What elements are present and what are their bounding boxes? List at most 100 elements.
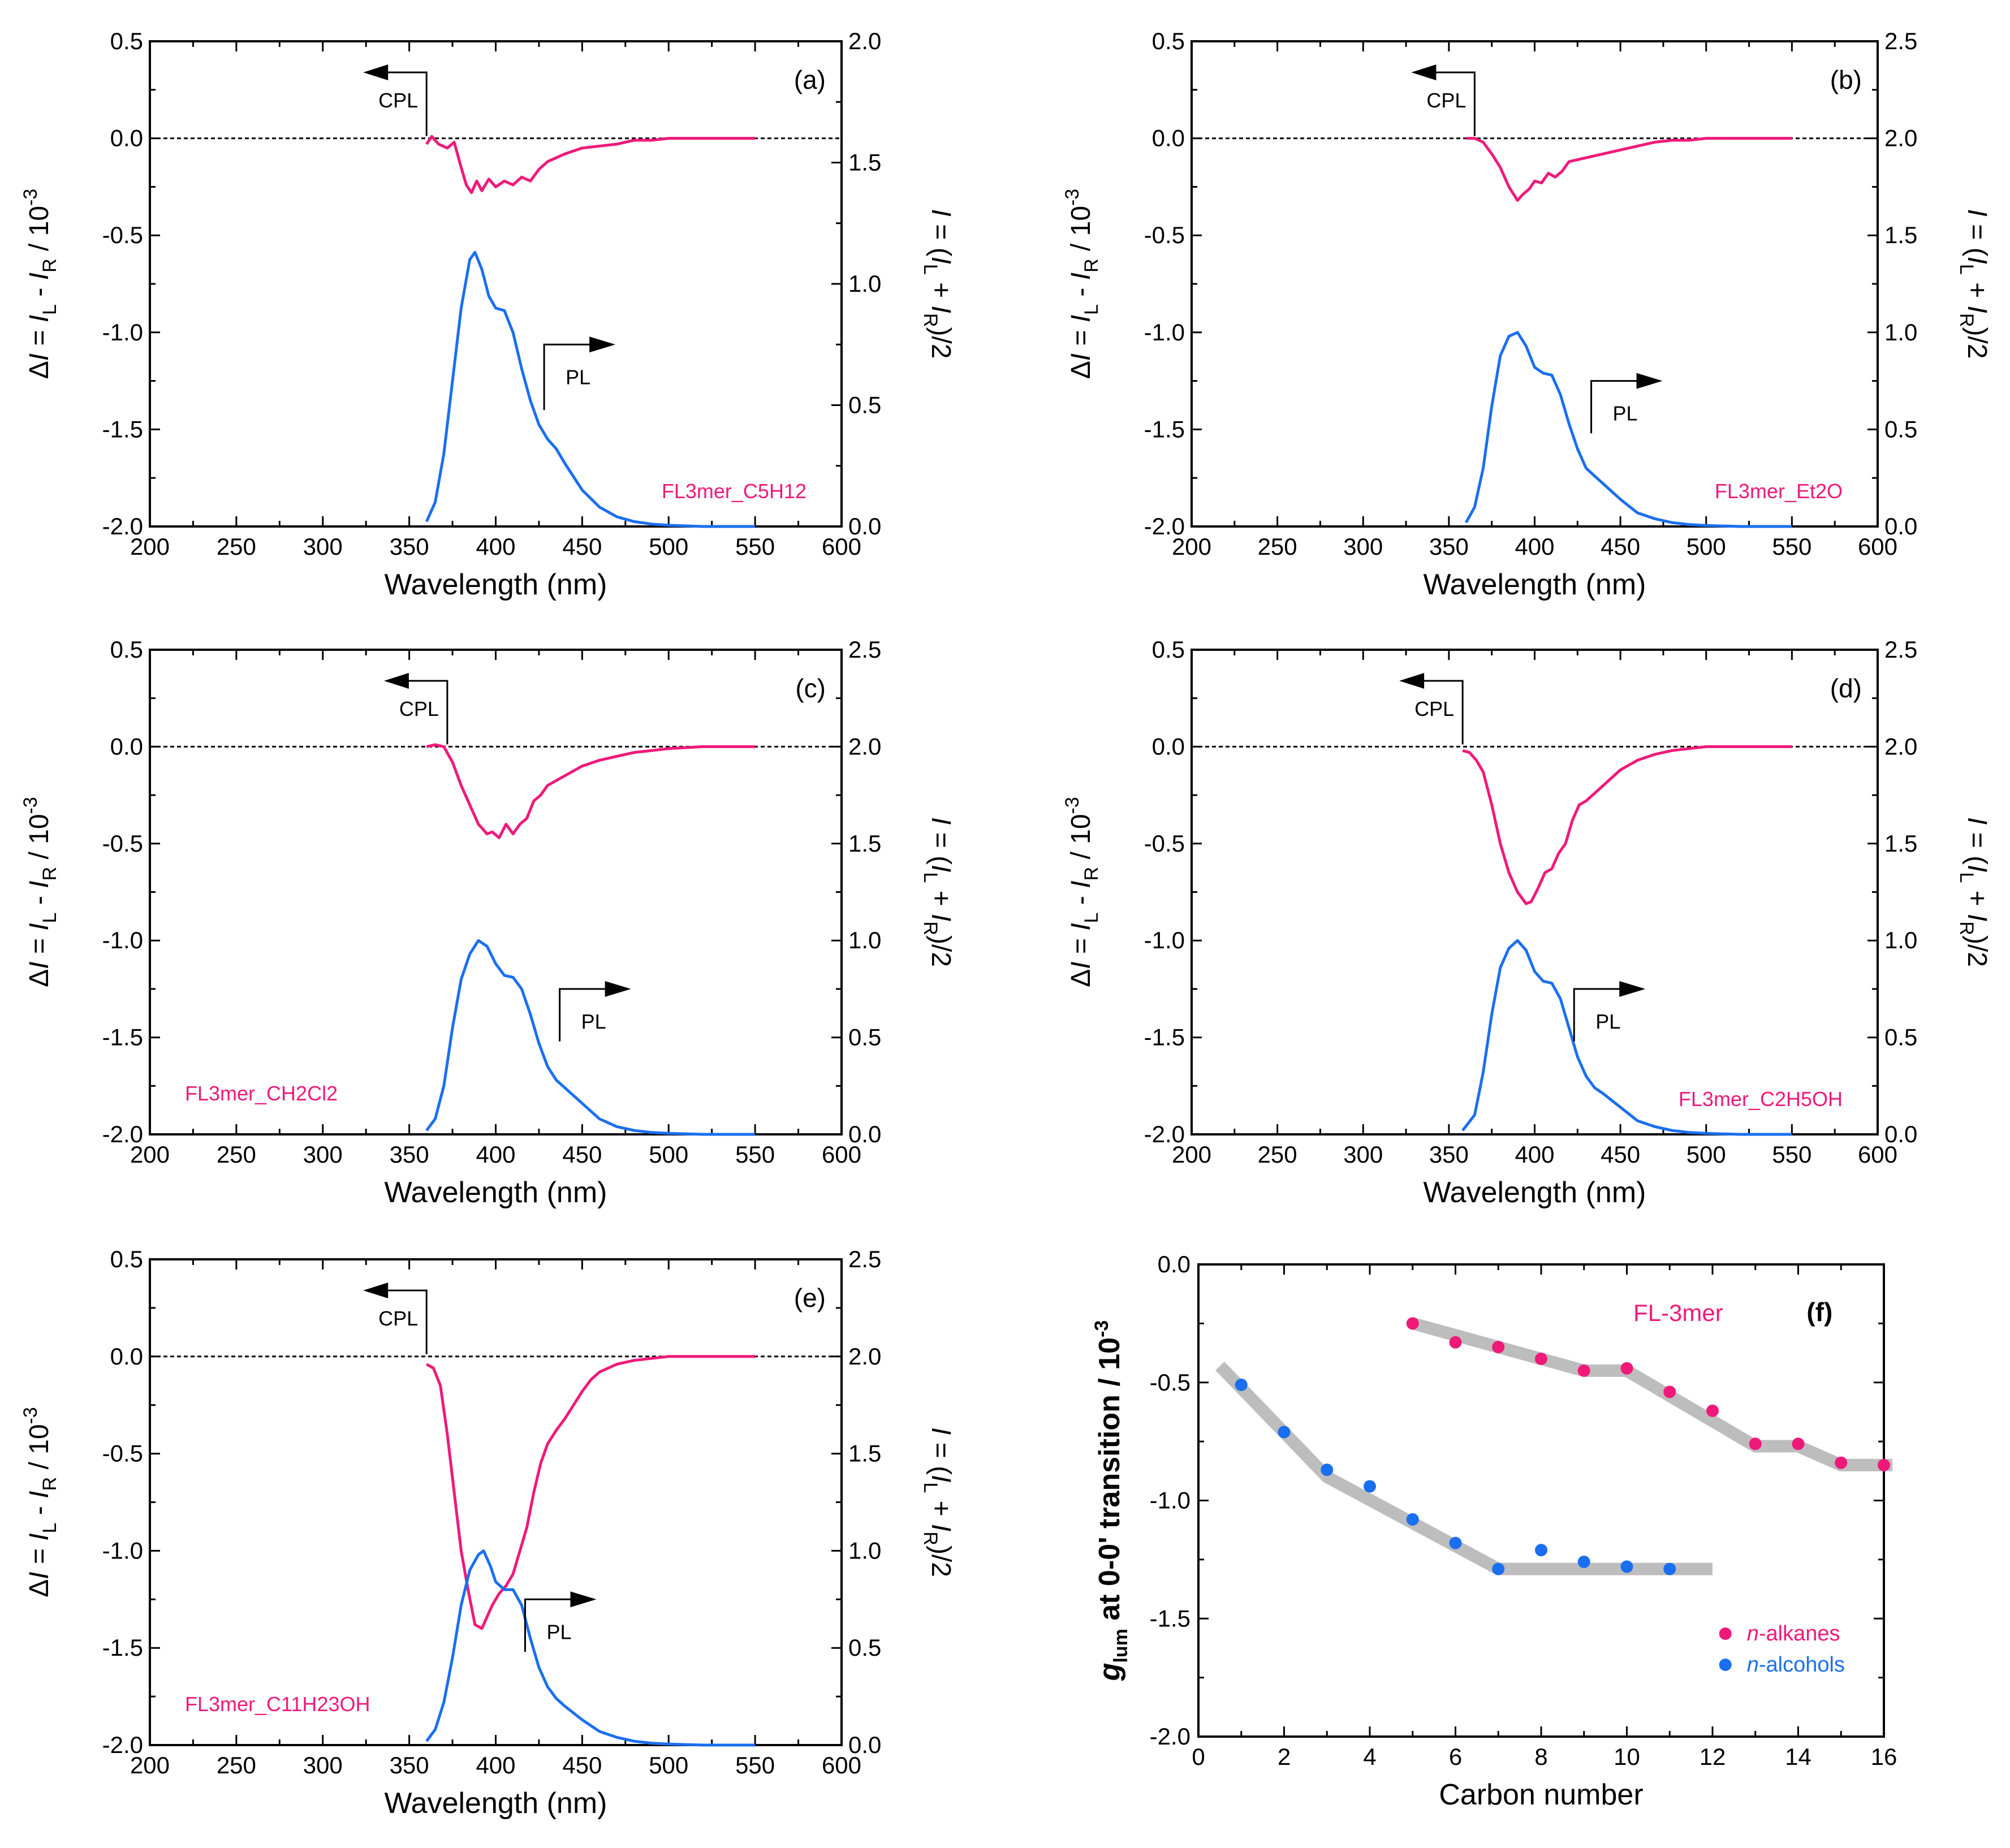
- x-tick-label: 2: [1278, 1743, 1291, 1770]
- alkane-point: [1878, 1458, 1890, 1471]
- alkane-point: [1620, 1362, 1633, 1375]
- x-tick-label: 300: [1343, 1141, 1383, 1168]
- y-axis-title-right: I = (IL + IR)/2: [920, 1427, 956, 1577]
- alcohol-point: [1535, 1544, 1547, 1557]
- x-tick-label: 300: [303, 1141, 343, 1168]
- cpl-arrow-head: [383, 673, 409, 689]
- y-left-tick-label: -2.0: [102, 1121, 143, 1147]
- y-left-tick-label: -1.5: [102, 1634, 143, 1661]
- y-right-tick-label: 2.0: [848, 28, 881, 54]
- x-tick-label: 500: [649, 1141, 688, 1168]
- x-tick-label: 450: [562, 1141, 602, 1168]
- x-tick-label: 600: [1858, 1141, 1897, 1168]
- pl-arrow-line: [1590, 380, 1638, 434]
- alcohol-point: [1364, 1480, 1376, 1493]
- x-tick-label: 500: [1686, 533, 1726, 560]
- pl-arrow-head: [1619, 981, 1646, 997]
- legend-label: n-alcohols: [1747, 1653, 1845, 1677]
- alcohol-point: [1235, 1378, 1248, 1391]
- cpl-arrow-line: [407, 680, 448, 745]
- y-left-tick-label: -0.5: [102, 830, 143, 857]
- x-axis-title: Wavelength (nm): [385, 1176, 607, 1209]
- pl-curve: [425, 939, 756, 1136]
- cpl-arrow-label: CPL: [1414, 697, 1454, 720]
- x-tick-label: 14: [1785, 1743, 1811, 1770]
- x-tick-label: 200: [130, 1752, 170, 1778]
- y-left-tick-label: 0.0: [110, 125, 143, 152]
- pl-arrow-line: [543, 343, 591, 411]
- plot-frame: [149, 40, 843, 528]
- sample-label: FL3mer_C11H23OH: [185, 1692, 370, 1716]
- y-left-tick-label: 0.5: [1152, 636, 1185, 663]
- y-right-tick-label: 0.0: [848, 513, 881, 539]
- y-left-tick-label: -1.5: [1144, 1024, 1185, 1051]
- x-tick-label: 200: [1172, 533, 1211, 560]
- alkane-point: [1535, 1353, 1547, 1365]
- x-tick-label: 500: [649, 1752, 688, 1778]
- pl-arrow-line: [1573, 988, 1621, 1042]
- x-tick-label: 550: [735, 1752, 775, 1778]
- cpl-arrow-label: CPL: [1426, 89, 1466, 112]
- y-left-tick-label: -0.5: [1144, 830, 1185, 857]
- alcohol-point: [1321, 1463, 1334, 1476]
- panel-label: (c): [795, 673, 826, 703]
- alcohol-point: [1577, 1556, 1590, 1569]
- y-right-tick-label: 2.0: [1884, 733, 1917, 759]
- panel-label: (a): [794, 65, 826, 94]
- pl-curve: [425, 251, 756, 528]
- x-tick-label: 400: [476, 1141, 515, 1168]
- scatter-panel-f: 0 2 4 6 8 10 12 14 16 0.0 -0.5 -1.0 -1.5 -2.0 FL-3mer (…: [1091, 1251, 1897, 1811]
- y-right-tick-label: 1.0: [848, 927, 881, 953]
- pl-arrow-head: [605, 981, 631, 997]
- cpl-arrow-line: [1423, 680, 1464, 745]
- cpl-curve: [426, 743, 756, 839]
- legend-label: n-alkanes: [1747, 1622, 1840, 1646]
- sample-label: FL3mer_Et2O: [1715, 480, 1843, 503]
- y-left-tick-label: 0.0: [110, 733, 143, 759]
- x-tick-label: 600: [822, 533, 861, 560]
- legend-marker: [1719, 1627, 1732, 1640]
- x-tick-label: 350: [390, 1141, 429, 1168]
- y-axis-title-left: ΔI = IL - IR / 10-3: [1062, 797, 1102, 987]
- y-right-tick-label: 0.5: [848, 1024, 881, 1051]
- cpl-curve: [425, 135, 756, 195]
- alkane-point: [1792, 1437, 1805, 1450]
- spectra-panel-2: 200 250 300 350 400 450 500 550 600 0.5 0.0 -0.5 -1.…: [20, 636, 956, 1209]
- pl-arrow-label: PL: [1613, 402, 1638, 425]
- pl-curve: [1461, 939, 1792, 1136]
- alcohols-trend: [1215, 1361, 1713, 1575]
- y-left-tick-label: 0.5: [110, 28, 143, 54]
- x-tick-label: 250: [1258, 533, 1297, 560]
- y-right-tick-label: 1.5: [848, 149, 881, 176]
- cpl-curve: [1466, 137, 1792, 202]
- cpl-arrow-head: [363, 1283, 389, 1298]
- x-tick-label: 600: [822, 1141, 861, 1168]
- x-axis-title: Carbon number: [1439, 1778, 1643, 1811]
- x-tick-label: 250: [217, 533, 256, 560]
- y-left-tick-label: -1.0: [102, 927, 143, 953]
- y-right-tick-label: 0.0: [848, 1121, 881, 1147]
- y-left-tick-label: -1.0: [102, 1537, 143, 1564]
- cpl-curve: [1462, 745, 1792, 905]
- y-right-tick-label: 1.0: [848, 1537, 881, 1564]
- pl-arrow-line: [559, 988, 606, 1042]
- x-tick-label: 400: [1515, 1141, 1554, 1168]
- plot-frame: [149, 1258, 843, 1746]
- y-axis-title-right: I = (IL + IR)/2: [1956, 209, 1992, 359]
- cpl-arrow-line: [1435, 71, 1476, 136]
- pl-arrow-head: [1636, 373, 1663, 389]
- y-axis-title: glum at 0-0' transition / 10-3: [1091, 1320, 1132, 1682]
- y-right-tick-label: 0.0: [1884, 1121, 1917, 1147]
- y-right-tick-label: 2.5: [848, 1246, 881, 1272]
- spectra-panel-1: 200 250 300 350 400 450 500 550 600 0.5 0.0 -0.5 -1.…: [1062, 28, 1992, 601]
- x-tick-label: 4: [1363, 1743, 1376, 1770]
- alcohol-point: [1492, 1562, 1505, 1575]
- y-left-tick-label: -1.0: [1144, 927, 1185, 953]
- y-left-tick-label: 0.0: [1152, 733, 1185, 759]
- y-left-tick-label: -0.5: [1144, 222, 1185, 248]
- cpl-arrow-head: [1399, 673, 1425, 689]
- alkane-point: [1663, 1385, 1676, 1398]
- x-tick-label: 300: [303, 533, 343, 560]
- x-tick-label: 450: [562, 533, 602, 560]
